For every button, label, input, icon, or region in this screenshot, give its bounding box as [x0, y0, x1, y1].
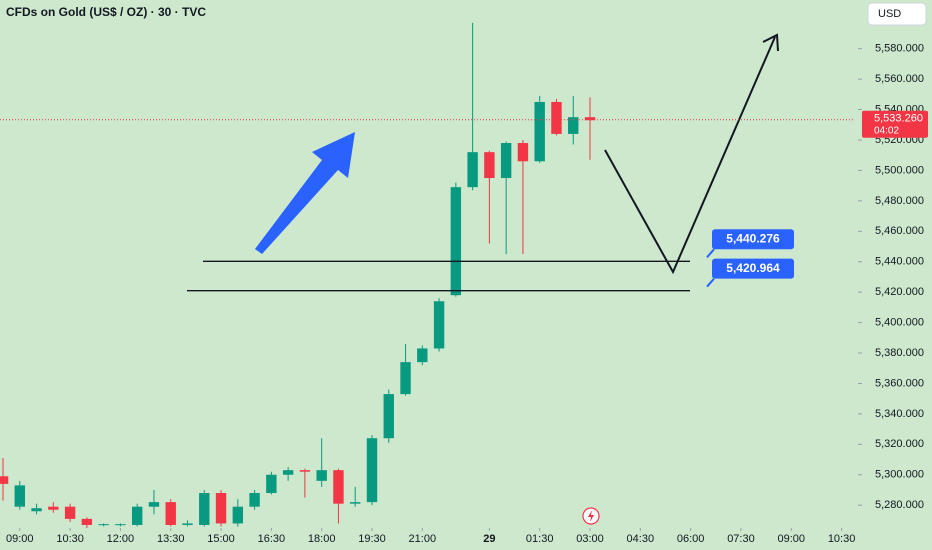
last-price-tag — [862, 110, 928, 138]
x-tick-label: 10:30 — [828, 533, 856, 545]
level-label: 5,420.964 — [726, 261, 780, 275]
candle-body — [467, 152, 478, 188]
y-tick-label: 5,500.000 — [875, 164, 924, 176]
projection-path — [604, 36, 776, 275]
x-tick-label: 18:00 — [308, 533, 336, 545]
candle-body — [333, 470, 344, 504]
level-pointer — [706, 248, 715, 258]
y-tick-label: 5,460.000 — [875, 225, 924, 237]
candle-body — [517, 143, 529, 162]
y-tick-label: 5,440.000 — [875, 256, 924, 268]
candle-body — [584, 117, 596, 121]
x-tick-label: 13:30 — [157, 533, 185, 545]
candle-body — [484, 152, 495, 179]
candle-body — [433, 301, 445, 349]
x-tick-label: 29 — [483, 533, 495, 545]
candle-body — [14, 485, 25, 507]
candle-body — [500, 143, 512, 179]
x-tick-label: 21:00 — [409, 533, 437, 545]
candle-body — [215, 493, 227, 524]
candle-body — [534, 101, 545, 162]
currency-button[interactable] — [867, 2, 927, 26]
y-tick-label: 5,420.000 — [875, 286, 924, 298]
plot-area — [0, 22, 596, 528]
x-tick-label: 12:00 — [107, 533, 135, 545]
candle-body — [383, 394, 394, 439]
x-tick-label: 09:00 — [778, 533, 806, 545]
y-tick-label: 5,280.000 — [875, 499, 924, 511]
candle-body — [115, 524, 126, 526]
level-tag — [712, 258, 794, 279]
candle-body — [450, 187, 462, 296]
x-tick-label: 03:00 — [576, 533, 604, 545]
candle-body — [182, 523, 193, 525]
candle-body — [98, 524, 109, 526]
candle-body — [131, 506, 143, 525]
candle-body — [417, 348, 428, 363]
candle-body — [400, 362, 411, 395]
candle-body — [165, 502, 176, 525]
events-icon[interactable] — [582, 507, 600, 525]
candle-body — [232, 506, 244, 524]
y-tick-label: 5,340.000 — [875, 408, 924, 420]
candles — [0, 22, 596, 528]
y-tick-label: 5,360.000 — [875, 377, 924, 389]
x-tick-label: 07:30 — [727, 533, 755, 545]
last-price-label: 5,533.260 — [874, 113, 923, 125]
y-tick-label: 5,400.000 — [875, 316, 924, 328]
candle-body — [0, 476, 9, 484]
y-tick-label: 5,580.000 — [875, 43, 924, 55]
level-tag — [712, 229, 794, 250]
y-tick-label: 5,480.000 — [875, 195, 924, 207]
chart-title: CFDs on Gold (US$ / OZ) · 30 · TVC — [6, 5, 206, 19]
x-tick-label: 19:30 — [358, 533, 386, 545]
candle-body — [81, 518, 93, 525]
candle-body — [282, 470, 294, 475]
x-tick-label: 16:30 — [258, 533, 286, 545]
projection-arrowhead — [762, 33, 779, 52]
countdown-label: 04:02 — [874, 125, 899, 136]
drawings — [255, 33, 779, 275]
candle-body — [551, 101, 562, 134]
candle-body — [299, 470, 311, 472]
candle-body — [249, 493, 260, 507]
candle-body — [266, 474, 277, 494]
x-tick-label: 09:00 — [6, 533, 34, 545]
y-tick-label: 5,560.000 — [875, 73, 924, 85]
x-tick-label: 06:00 — [677, 533, 705, 545]
candle-body — [64, 506, 76, 519]
candle-body — [316, 470, 327, 481]
candle-body — [199, 493, 210, 525]
candle-body — [366, 438, 378, 503]
blue-arrow — [255, 132, 355, 254]
x-tick-label: 15:00 — [207, 533, 235, 545]
events-icon-bolt[interactable] — [588, 510, 594, 522]
level-pointer — [706, 278, 715, 288]
y-tick-label: 5,380.000 — [875, 347, 924, 359]
currency-label[interactable]: USD — [878, 8, 901, 20]
candle-body — [31, 508, 42, 512]
x-tick-label: 04:30 — [627, 533, 655, 545]
candle-body — [350, 502, 361, 504]
x-tick-label: 01:30 — [526, 533, 554, 545]
y-tick-label: 5,300.000 — [875, 469, 924, 481]
candle-body — [148, 502, 160, 507]
level-label: 5,440.276 — [726, 231, 780, 245]
x-tick-label: 10:30 — [56, 533, 84, 545]
y-tick-label: 5,320.000 — [875, 438, 924, 450]
candle-body — [568, 117, 579, 134]
candle-body — [48, 506, 59, 510]
